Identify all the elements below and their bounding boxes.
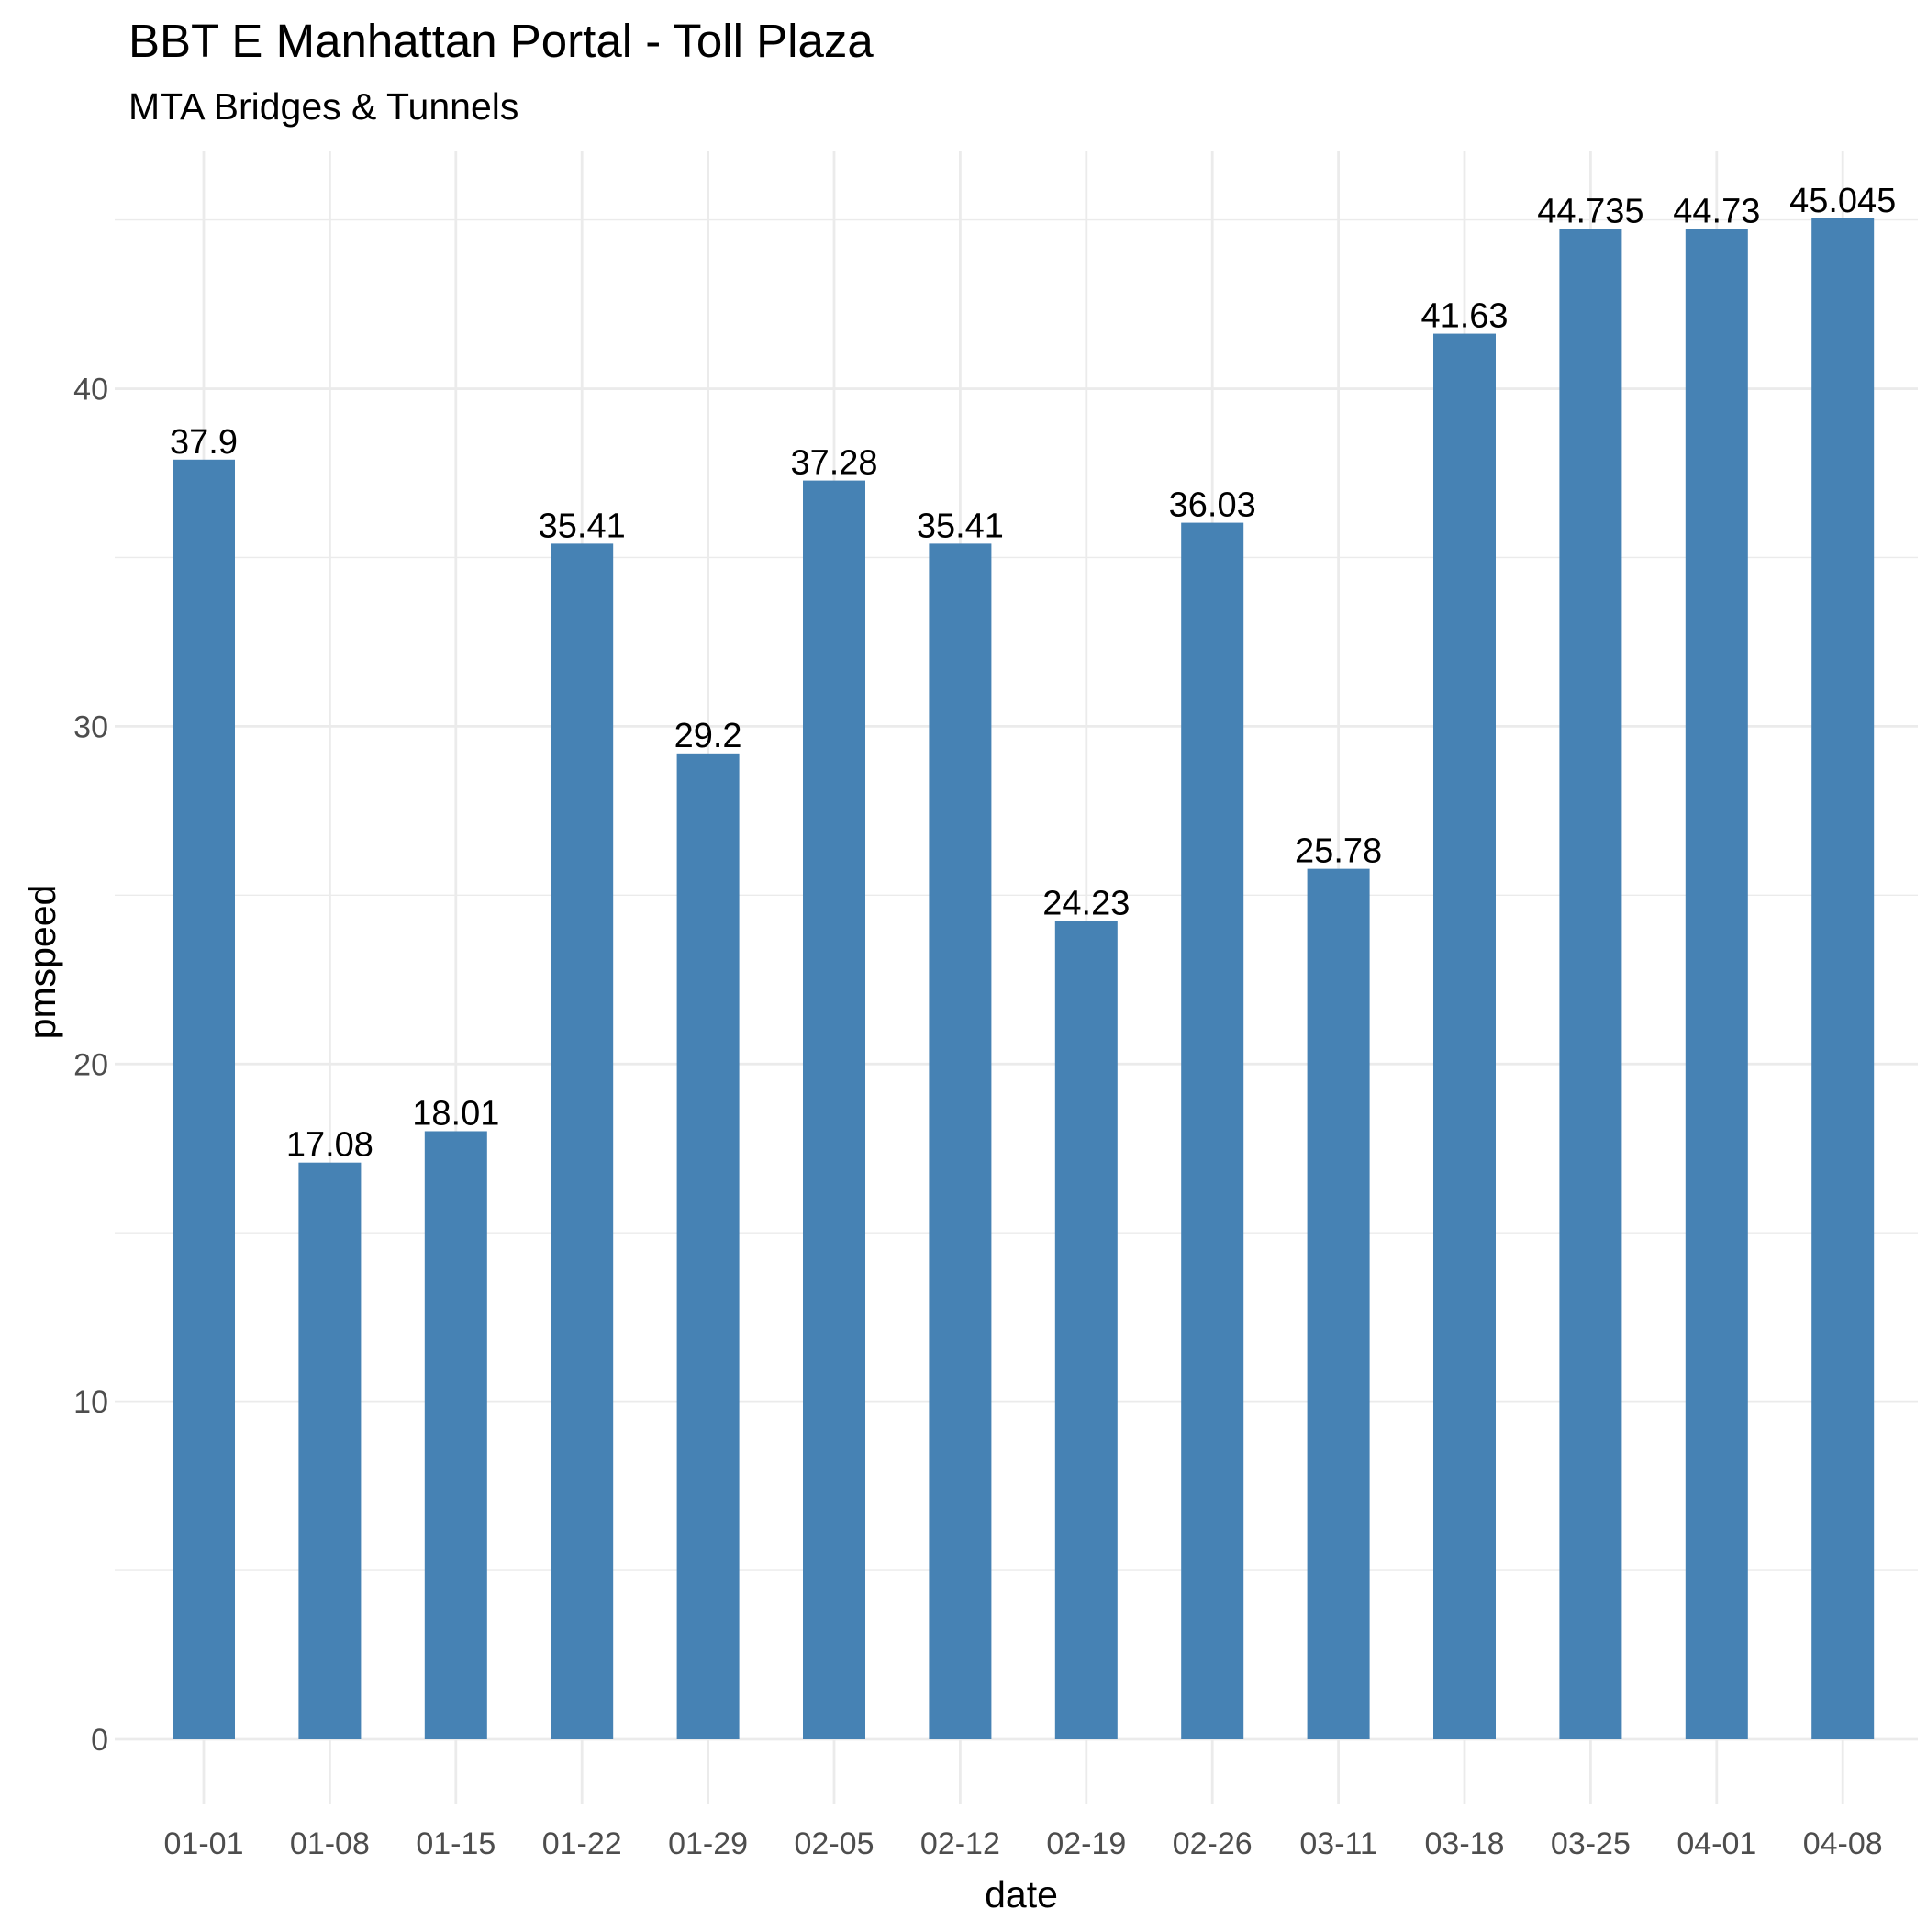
y-tick-label: 0 bbox=[91, 1723, 108, 1758]
bar-value-label: 36.03 bbox=[1169, 486, 1256, 525]
x-tick-label: 02-05 bbox=[795, 1826, 874, 1861]
y-tick-label: 10 bbox=[73, 1385, 108, 1420]
y-axis-ticks: 0 10 20 30 40 bbox=[73, 373, 108, 1758]
x-tick-label: 01-15 bbox=[416, 1826, 496, 1861]
bar-value-label: 37.28 bbox=[790, 444, 877, 483]
bar bbox=[803, 480, 865, 1740]
bar bbox=[1307, 868, 1370, 1739]
y-tick-label: 20 bbox=[73, 1047, 108, 1082]
x-tick-label: 01-22 bbox=[542, 1826, 622, 1861]
chart-title: BBT E Manhattan Portal - Toll Plaza bbox=[128, 15, 874, 67]
bar bbox=[676, 753, 740, 1739]
bar bbox=[424, 1131, 487, 1739]
bar bbox=[551, 543, 614, 1739]
bar-value-label: 25.78 bbox=[1295, 832, 1382, 871]
x-tick-label: 03-11 bbox=[1299, 1826, 1376, 1861]
bar-value-label: 37.9 bbox=[170, 423, 238, 462]
bar-value-label: 24.23 bbox=[1042, 885, 1130, 923]
grid bbox=[115, 151, 1918, 1804]
bar-value-label: 41.63 bbox=[1420, 297, 1508, 336]
x-tick-label: 03-18 bbox=[1425, 1826, 1505, 1861]
x-tick-label: 01-01 bbox=[164, 1826, 244, 1861]
bar-value-label: 44.73 bbox=[1673, 193, 1760, 231]
x-tick-label: 04-08 bbox=[1803, 1826, 1883, 1861]
y-tick-label: 30 bbox=[73, 709, 108, 744]
bar bbox=[173, 459, 235, 1739]
x-tick-label: 02-26 bbox=[1173, 1826, 1253, 1861]
bar-value-label: 29.2 bbox=[674, 717, 742, 755]
x-axis-ticks: 01-01 01-08 01-15 01-22 01-29 02-05 02-12 02-19… bbox=[164, 1826, 1883, 1861]
bar bbox=[1811, 218, 1875, 1739]
bar-value-label: 44.735 bbox=[1537, 192, 1643, 230]
bar-value-label: 35.41 bbox=[539, 507, 626, 545]
bar-value-label: 35.41 bbox=[917, 507, 1004, 545]
bar-value-label: 18.01 bbox=[412, 1094, 499, 1133]
y-tick-label: 40 bbox=[73, 373, 108, 408]
bars bbox=[173, 218, 1875, 1740]
bar bbox=[929, 543, 992, 1739]
x-tick-label: 02-12 bbox=[920, 1826, 1000, 1861]
bar bbox=[1433, 333, 1496, 1739]
x-tick-label: 02-19 bbox=[1046, 1826, 1126, 1861]
bar-value-label: 17.08 bbox=[286, 1126, 373, 1165]
chart-subtitle: MTA Bridges & Tunnels bbox=[128, 85, 518, 128]
x-tick-label: 03-25 bbox=[1551, 1826, 1631, 1861]
x-tick-label: 01-08 bbox=[290, 1826, 370, 1861]
x-axis-title: date bbox=[985, 1873, 1058, 1915]
data-labels: 37.9 17.08 18.01 35.41 29.2 37.28 35.41 24.23 36… bbox=[170, 182, 1896, 1165]
bar bbox=[1181, 522, 1244, 1739]
bar bbox=[1054, 921, 1118, 1739]
bar bbox=[1559, 229, 1622, 1739]
bar bbox=[1685, 229, 1748, 1739]
bar bbox=[298, 1162, 362, 1739]
y-axis-title: pmspeed bbox=[21, 885, 63, 1040]
x-tick-label: 01-29 bbox=[668, 1826, 748, 1861]
bar-value-label: 45.045 bbox=[1789, 182, 1896, 220]
x-tick-label: 04-01 bbox=[1676, 1826, 1756, 1861]
